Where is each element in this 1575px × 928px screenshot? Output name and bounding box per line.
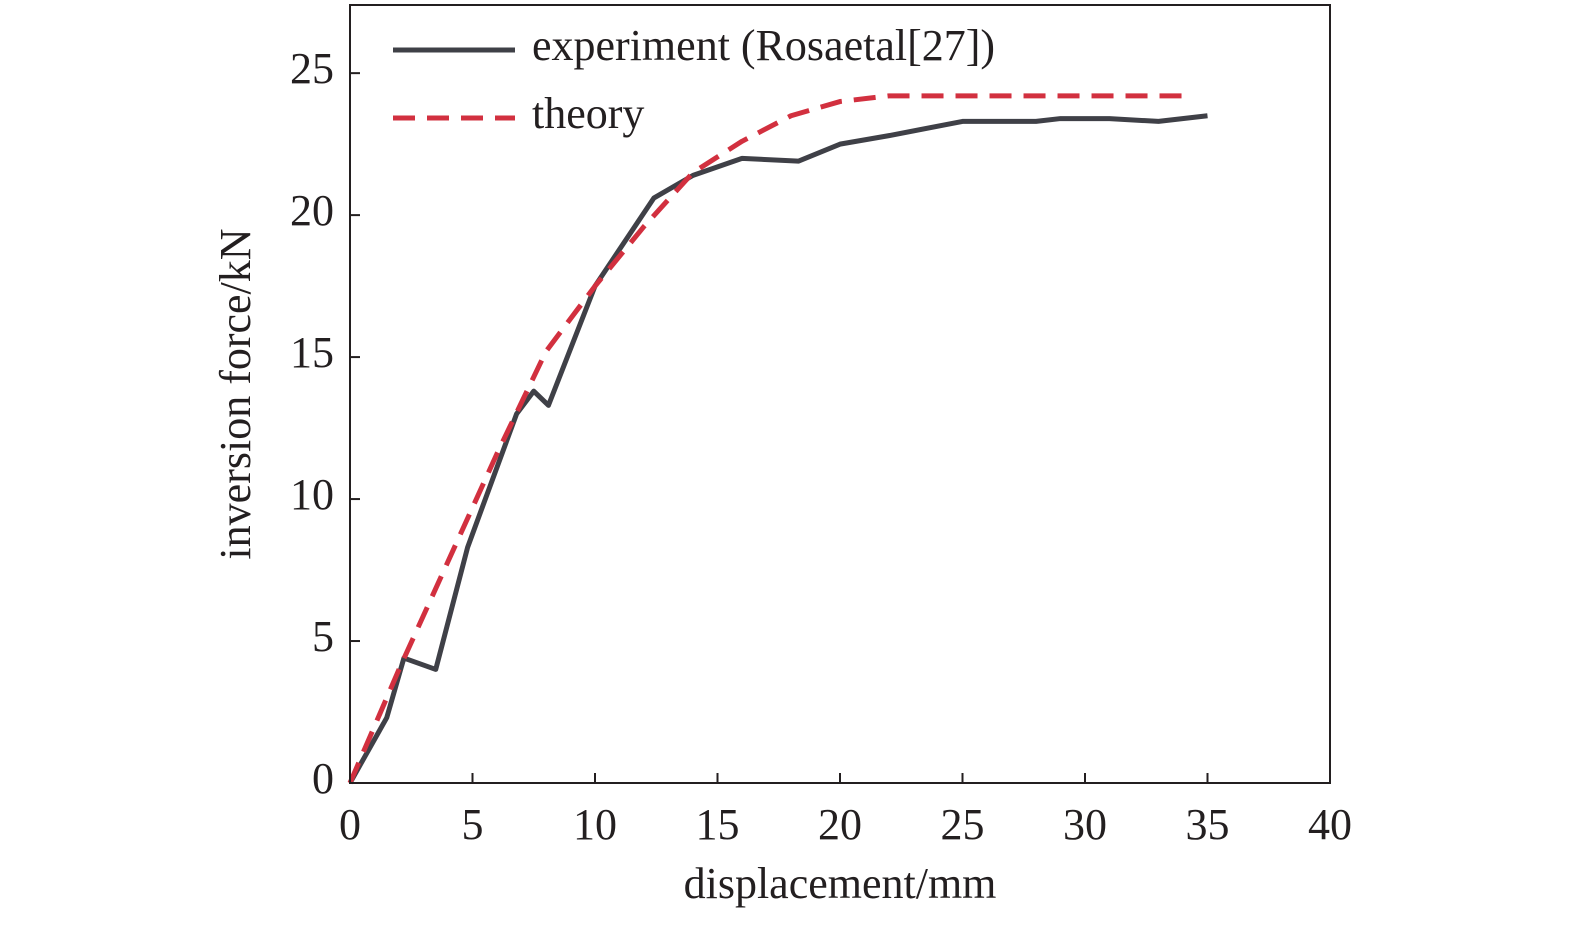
x-tick-label: 40 xyxy=(1308,800,1352,849)
x-tick-label: 30 xyxy=(1063,800,1107,849)
line-series xyxy=(347,113,1208,785)
x-tick-label: 0 xyxy=(339,800,361,849)
x-axis-title: displacement/mm xyxy=(684,859,997,908)
y-tick-label: 20 xyxy=(290,186,334,235)
x-tick-label: 10 xyxy=(573,800,617,849)
x-tick-label: 35 xyxy=(1186,800,1230,849)
x-tick-label: 15 xyxy=(696,800,740,849)
y-tick-label: 25 xyxy=(290,44,334,93)
x-tick-label: 20 xyxy=(818,800,862,849)
line-series xyxy=(347,93,1183,784)
y-tick-label: 10 xyxy=(290,470,334,519)
y-tick-label: 15 xyxy=(290,328,334,377)
x-tick-label: 25 xyxy=(941,800,985,849)
y-axis-title: inversion force/kN xyxy=(211,228,260,559)
plot-frame xyxy=(349,4,1331,784)
y-tick-label: 0 xyxy=(312,754,334,803)
legend-label: theory xyxy=(532,89,644,138)
legend-label: experiment (Rosaetal[27]) xyxy=(532,21,995,70)
x-tick-label: 5 xyxy=(462,800,484,849)
y-tick-label: 5 xyxy=(312,612,334,661)
